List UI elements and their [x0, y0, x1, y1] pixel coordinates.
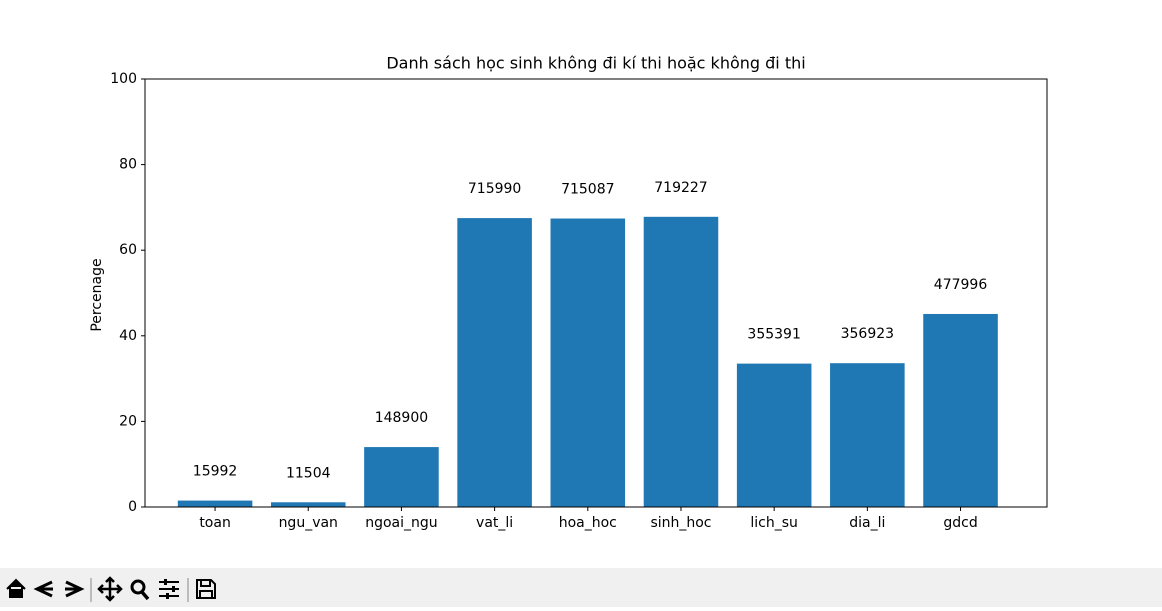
- x-tick-label: toan: [199, 515, 231, 531]
- bar: [643, 216, 719, 508]
- y-tick-label: 100: [110, 71, 137, 87]
- toolbar: [0, 568, 1162, 607]
- bar: [550, 218, 626, 507]
- y-tick-label: 80: [119, 157, 137, 173]
- x-tick-label: hoa_hoc: [559, 515, 617, 531]
- y-tick-label: 20: [119, 413, 137, 429]
- home-button[interactable]: [6, 578, 26, 598]
- forward-button[interactable]: [65, 580, 85, 598]
- bar: [923, 313, 998, 507]
- y-tick-label: 40: [119, 328, 137, 344]
- bar-label: 356923: [841, 326, 894, 342]
- bar: [457, 218, 532, 507]
- x-tick-label: dia_li: [849, 515, 885, 531]
- slider-knob: [172, 586, 175, 592]
- zoom-button[interactable]: [130, 579, 146, 595]
- bar: [177, 500, 253, 507]
- y-tick-label: 60: [119, 242, 137, 258]
- chart-title: Danh sách học sinh không đi kí thi hoặc …: [386, 54, 805, 73]
- chart: Danh sách học sinh không đi kí thi hoặc …: [89, 54, 1048, 531]
- x-tick-label: lich_su: [750, 515, 798, 531]
- slider-knob: [164, 579, 167, 585]
- x-tick-label: gdcd: [943, 515, 977, 531]
- bar-label: 715087: [561, 182, 614, 198]
- bar: [736, 363, 812, 507]
- bar: [270, 502, 346, 507]
- back-button[interactable]: [33, 580, 53, 598]
- bar-label: 15992: [193, 464, 238, 480]
- plot-frame: [144, 78, 1048, 508]
- bar-label: 11504: [286, 465, 331, 481]
- save-button[interactable]: [196, 579, 216, 599]
- x-tick-label: vat_li: [476, 515, 513, 531]
- bar-label: 148900: [375, 410, 428, 426]
- toolbar-icons: [6, 576, 216, 602]
- bar: [830, 363, 905, 507]
- x-tick-label: ngu_van: [279, 515, 338, 531]
- bar-label: 355391: [747, 327, 800, 343]
- x-tick-label: sinh_hoc: [650, 515, 711, 531]
- zoom-handle: [140, 590, 150, 601]
- pan-button[interactable]: [97, 576, 123, 602]
- bar: [364, 447, 439, 507]
- y-tick-label: 0: [128, 499, 137, 515]
- x-tick-label: ngoai_ngu: [365, 515, 437, 531]
- bar-label: 477996: [934, 277, 988, 293]
- bar-label: 719227: [654, 180, 707, 196]
- y-axis-label: Percenage: [89, 258, 105, 331]
- slider-knob: [166, 593, 169, 599]
- bar-label: 715990: [468, 181, 521, 197]
